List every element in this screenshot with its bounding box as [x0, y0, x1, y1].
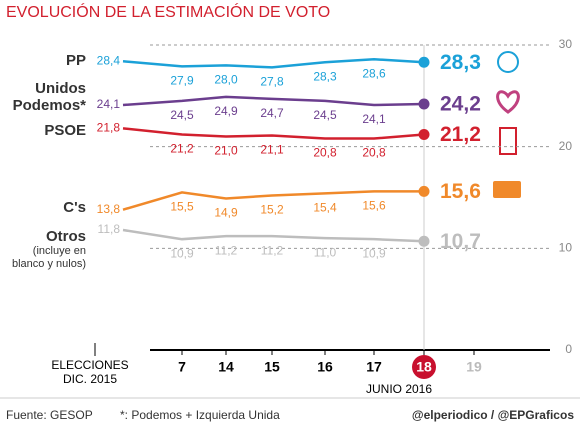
x-tick-label: 18 — [416, 359, 432, 375]
value-label: 28,3 — [440, 51, 481, 74]
value-label: 13,8 — [97, 202, 121, 216]
highlight — [412, 355, 436, 379]
value-label: 11,2 — [215, 243, 238, 257]
y-tick-label: 10 — [559, 241, 573, 255]
source: Fuente: GESOP — [6, 408, 93, 422]
series-note: (incluye en blanco y nulos) — [12, 245, 86, 270]
value-label: 11,8 — [98, 222, 121, 236]
y-tick-label: 20 — [559, 139, 573, 153]
value-label: 15,4 — [313, 201, 337, 215]
value-label: 15,6 — [362, 199, 386, 213]
series-name: PSOE — [44, 122, 86, 139]
value-label: 21,2 — [170, 142, 194, 156]
value-label: 21,0 — [214, 144, 238, 158]
period-label: JUNIO 2016 — [366, 382, 432, 396]
series-line — [122, 95, 425, 107]
value-label: 24,5 — [170, 108, 194, 122]
value-label: 20,8 — [362, 146, 386, 160]
value-label: 24,2 — [440, 93, 481, 116]
value-label: 10,9 — [170, 246, 194, 260]
value-label: 11,0 — [314, 245, 337, 259]
value-label: 27,9 — [170, 74, 194, 88]
podemos-icon — [496, 90, 520, 114]
footnote: *: Podemos + Izquierda Unida — [120, 408, 280, 422]
end-dot — [418, 98, 430, 110]
x-tick-label: 17 — [366, 359, 382, 375]
end-dot — [418, 235, 430, 247]
series-name: Unidos Podemos* — [12, 80, 86, 114]
value-label: 24,1 — [97, 97, 121, 111]
end-dot — [418, 185, 430, 197]
value-label: 21,8 — [97, 121, 121, 135]
psoe-icon — [499, 127, 517, 155]
x-tick-label: 14 — [218, 359, 234, 375]
value-label: 15,2 — [260, 203, 284, 217]
value-label: 11,2 — [261, 243, 284, 257]
series-line — [122, 190, 424, 211]
series-line — [122, 127, 425, 140]
end-dot — [418, 128, 430, 140]
series-line — [122, 57, 425, 69]
y-tick-label: 0 — [565, 342, 572, 356]
y-tick-label: 30 — [559, 37, 573, 51]
value-label: 24,5 — [313, 108, 337, 122]
value-label: 10,7 — [440, 230, 481, 253]
series-line — [122, 228, 425, 243]
end-dot — [418, 56, 430, 68]
x-tick-label: 15 — [264, 359, 280, 375]
series-name: C's — [63, 199, 86, 216]
value-label: 28,0 — [214, 73, 238, 87]
cs-icon — [493, 181, 521, 198]
value-label: 28,4 — [97, 53, 121, 67]
value-label: 21,1 — [260, 143, 284, 157]
series-name: PP — [65, 52, 86, 69]
series-name: Otros — [45, 228, 86, 245]
x-tick-label: 16 — [317, 359, 333, 375]
x-tick-label: 7 — [178, 359, 186, 375]
value-label: 14,9 — [214, 206, 238, 220]
x-tick-label: ELECCIONES DIC. 2015 — [51, 358, 129, 386]
value-label: 24,1 — [362, 112, 386, 126]
chart-title: EVOLUCIÓN DE LA ESTIMACIÓN DE VOTO — [6, 2, 330, 21]
value-label: 15,6 — [440, 180, 481, 203]
credit: @elperiodico / @EPGraficos — [412, 408, 574, 422]
pp-icon — [497, 51, 519, 73]
value-label: 27,8 — [260, 75, 284, 89]
value-label: 21,2 — [440, 123, 481, 146]
value-label: 10,9 — [362, 246, 386, 260]
value-label: 20,8 — [313, 146, 337, 160]
value-label: 28,3 — [313, 69, 337, 83]
x-tick-label: 19 — [466, 359, 482, 375]
value-label: 24,9 — [214, 104, 238, 118]
value-label: 24,7 — [260, 106, 284, 120]
value-label: 28,6 — [362, 66, 386, 80]
value-label: 15,5 — [170, 200, 194, 214]
